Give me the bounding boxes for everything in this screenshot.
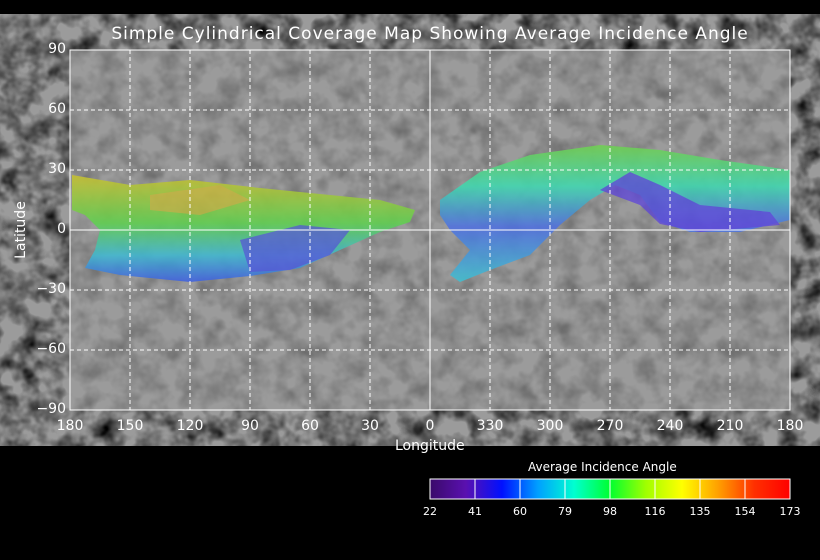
colorbar-tick-label: 116 [644,505,666,518]
x-tick-label: 30 [361,418,379,434]
x-tick-label: 240 [656,418,684,434]
y-tick-label: −90 [36,401,66,417]
x-tick-label: 330 [476,418,504,434]
colorbar-tick-label: 98 [603,505,617,518]
colorbar-tick-label: 173 [779,505,801,518]
colorbar-tick-label: 41 [468,505,482,518]
coverage-region-east [440,145,790,282]
y-axis-label: Latitude [12,201,29,259]
colorbar-tick-label: 60 [513,505,527,518]
y-tick-label: 30 [48,161,66,177]
colorbar-tick-label: 79 [558,505,572,518]
low-incidence-region [600,172,780,232]
x-tick-label: 270 [596,418,624,434]
x-tick-label: 0 [425,418,435,434]
x-tick-label: 120 [176,418,204,434]
y-tick-label: 60 [48,101,66,117]
y-tick-label: 0 [57,221,66,237]
x-tick-label: 210 [716,418,744,434]
y-tick-label: −30 [36,281,66,297]
low-incidence-region [240,225,350,272]
plot-frame [69,49,791,411]
colorbar-tick-label: 154 [734,505,756,518]
x-tick-label: 90 [241,418,259,434]
x-axis-label: Longitude [395,438,465,454]
colorbar-title: Average Incidence Angle [528,460,677,474]
y-tick-label: 90 [48,41,66,57]
chart-title: Simple Cylindrical Coverage Map Showing … [111,24,749,44]
colorbar-tick-label: 135 [689,505,711,518]
x-tick-label: 150 [116,418,144,434]
x-tick-label: 300 [536,418,564,434]
x-tick-label: 60 [301,418,319,434]
x-tick-label: 180 [56,418,84,434]
high-incidence-region [150,185,250,215]
colorbar-tick-label: 22 [423,505,437,518]
x-tick-label: 180 [776,418,804,434]
y-tick-label: −60 [36,341,66,357]
